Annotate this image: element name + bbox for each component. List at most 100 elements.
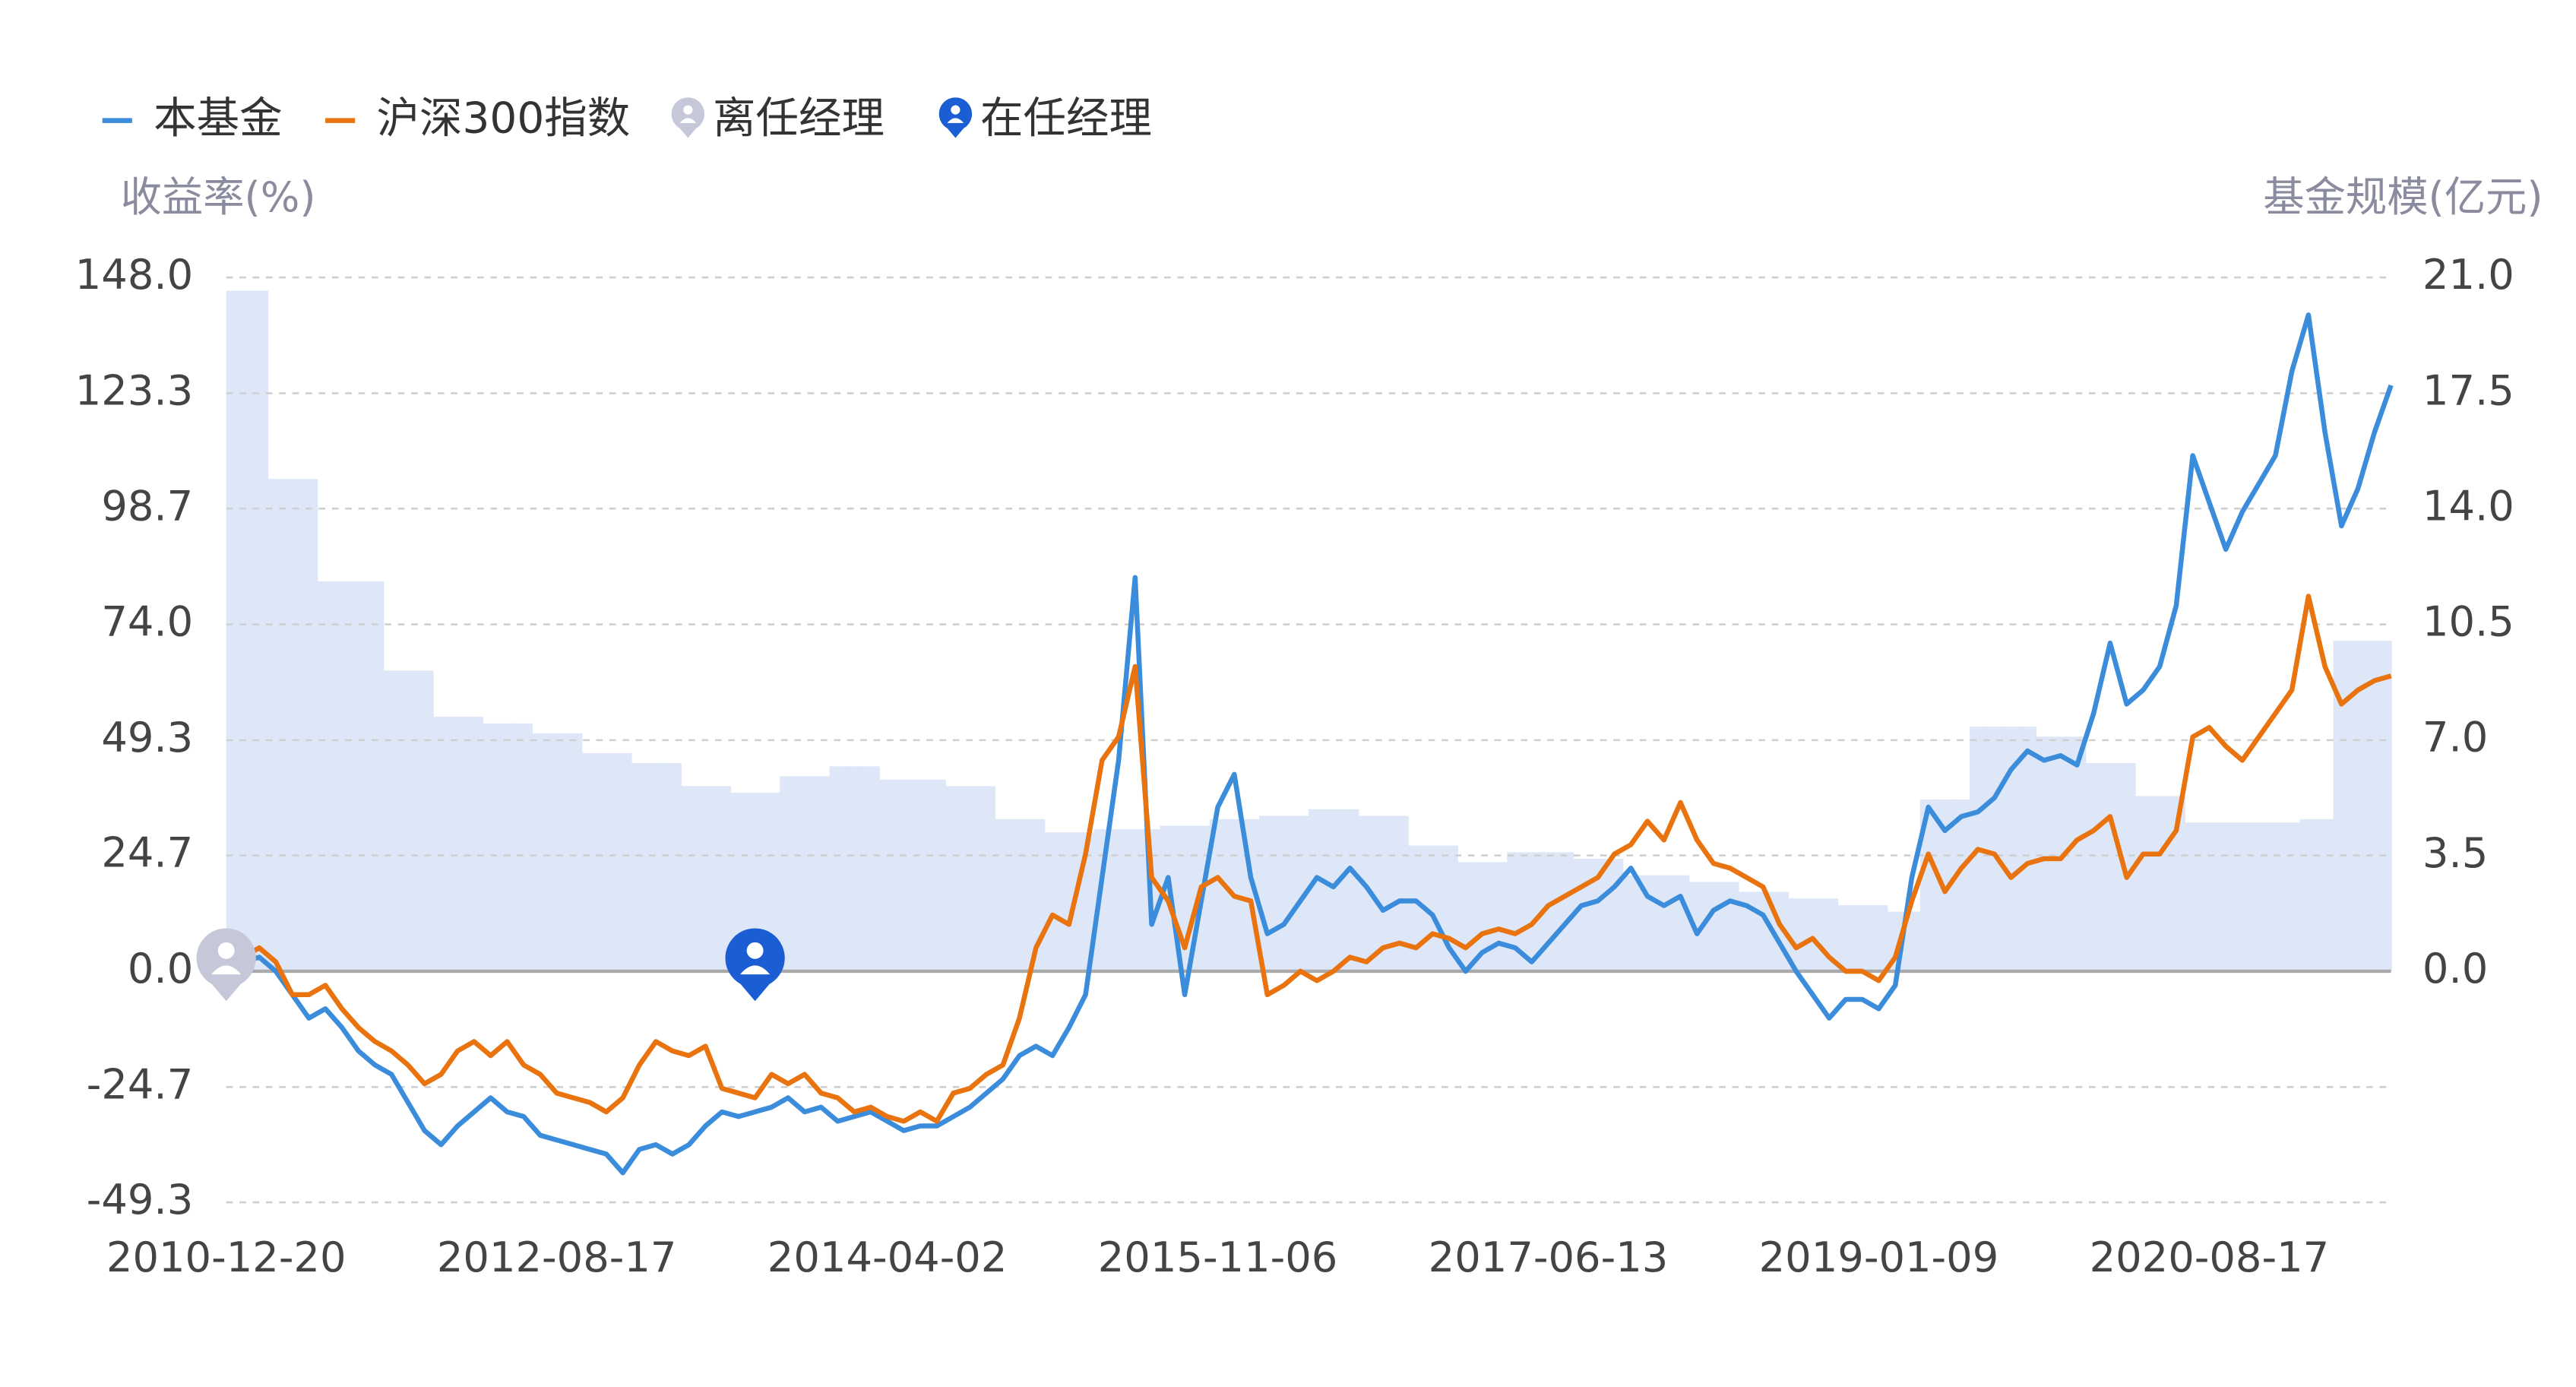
- fund-size-bar: [697, 786, 715, 971]
- fund-size-bar: [334, 581, 351, 971]
- fund-size-bar: [2102, 762, 2119, 971]
- fund-size-bar: [226, 290, 236, 971]
- icon-head: [951, 105, 960, 115]
- y-tick-label: 0.0: [128, 945, 193, 993]
- fund-size-bar: [862, 766, 880, 971]
- fund-size-bar: [1309, 809, 1326, 971]
- x-tick-label: 2010-12-20: [106, 1233, 347, 1281]
- fund-size-bar: [1904, 911, 1921, 971]
- y2-tick-label: 3.5: [2423, 829, 2488, 877]
- fund-size-bar: [1936, 799, 1954, 971]
- fund-size-bar: [1110, 828, 1128, 971]
- fund-size-bar: [350, 581, 368, 971]
- fund-size-bar: [1589, 859, 1607, 971]
- fund-size-bar: [1672, 875, 1690, 971]
- fund-size-bar: [1787, 898, 1805, 971]
- legend-marker: [938, 97, 973, 138]
- fund-size-bar: [2052, 736, 2070, 971]
- fund-size-bar: [2184, 822, 2202, 971]
- fund-size-bar: [796, 776, 814, 971]
- fund-size-bar: [366, 581, 385, 971]
- y-tick-label: 49.3: [101, 714, 193, 762]
- fund-size-bar: [2316, 819, 2334, 971]
- fund-size-bar: [1622, 875, 1641, 971]
- fund-size-bar: [1490, 862, 1508, 971]
- pin-shape: [946, 127, 965, 138]
- fund-size-bar: [2234, 822, 2252, 971]
- fund-size-bar: [432, 717, 451, 971]
- y2-tick-label: 0.0: [2423, 945, 2488, 993]
- fund-size-bar: [2068, 736, 2087, 971]
- fund-size-bar: [1721, 882, 1739, 971]
- fund-size-bar: [1324, 809, 1343, 971]
- fund-size-bar: [763, 793, 781, 971]
- fund-size-bar: [614, 752, 632, 971]
- fund-size-bar: [1473, 862, 1492, 971]
- fund-size-bar: [1126, 828, 1144, 971]
- fund-size-bar: [2201, 822, 2219, 971]
- y-tick-label: 74.0: [101, 598, 193, 646]
- fund-size-bar: [1523, 852, 1541, 971]
- fund-size-bar: [647, 762, 666, 971]
- fund-size-bar: [300, 479, 318, 971]
- icon-head: [746, 942, 764, 959]
- fund-size-bar: [1655, 875, 1673, 971]
- fund-size-bar: [1457, 862, 1475, 971]
- icon-body: [211, 965, 242, 975]
- fund-size-bar: [598, 752, 616, 971]
- fund-size-bar: [1919, 799, 1938, 971]
- y2-tick-label: 10.5: [2423, 598, 2514, 646]
- fund-size-bar: [895, 779, 913, 971]
- x-tick-label: 2017-06-13: [1429, 1233, 1669, 1281]
- icon-head: [217, 942, 235, 959]
- fund-size-bar: [482, 723, 500, 971]
- fund-size-bar: [251, 290, 269, 971]
- fund-size-bar: [730, 793, 748, 971]
- legend-label: 离任经理: [713, 93, 885, 143]
- fund-size-bar: [383, 670, 401, 971]
- manager-event: [196, 928, 256, 1002]
- legend-marker: [671, 97, 705, 138]
- fund-size-bar: [2366, 641, 2384, 971]
- fund-size-bar: [1837, 904, 1855, 971]
- icon-head: [683, 105, 693, 115]
- y-tick-label: 98.7: [101, 482, 193, 530]
- fund-size-bar: [2350, 641, 2368, 971]
- fund-size-bar: [2151, 796, 2169, 971]
- fund-size-bar: [2250, 822, 2268, 971]
- fund-size-bar: [283, 479, 302, 971]
- y-tick-label: 24.7: [101, 829, 193, 877]
- y2-tick-label: 21.0: [2423, 251, 2514, 299]
- fund-size-bar: [1011, 819, 1029, 971]
- y-tick-label: -49.3: [87, 1176, 194, 1224]
- fund-size-bar: [2002, 727, 2021, 971]
- fund-size-bar: [466, 717, 483, 971]
- fund-size-bar: [449, 717, 467, 971]
- fund-size-bar: [714, 786, 732, 971]
- y2-axis-title: 基金规模(亿元): [2263, 173, 2543, 221]
- fund-size-bar: [2085, 762, 2103, 971]
- fund-size-bar: [317, 581, 335, 971]
- fund-size-bar: [400, 670, 417, 971]
- fund-size-bar: [994, 819, 1012, 971]
- fund-size-bar: [912, 779, 930, 971]
- icon-body: [679, 118, 697, 123]
- fund-size-bar: [2135, 796, 2153, 971]
- fund-size-bar: [515, 723, 533, 971]
- fund-size-bar: [1606, 859, 1624, 971]
- y-tick-label: -24.7: [87, 1060, 194, 1108]
- fund-size-bar: [1853, 904, 1872, 971]
- y-axis-title: 收益率(%): [121, 173, 316, 221]
- fund-size-bar: [1705, 882, 1723, 971]
- fund-size-bar: [1407, 845, 1426, 971]
- x-tick-label: 2012-08-17: [437, 1233, 677, 1281]
- fund-size-bar: [2217, 822, 2236, 971]
- fund-size-bar: [234, 290, 252, 971]
- fund-size-bar: [2019, 727, 2037, 971]
- y2-tick-label: 14.0: [2423, 482, 2514, 530]
- y2-tick-label: 7.0: [2423, 714, 2488, 762]
- fund-size-bar: [416, 670, 434, 971]
- fund-size-bar: [1953, 799, 1971, 971]
- x-tick-label: 2015-11-06: [1098, 1233, 1338, 1281]
